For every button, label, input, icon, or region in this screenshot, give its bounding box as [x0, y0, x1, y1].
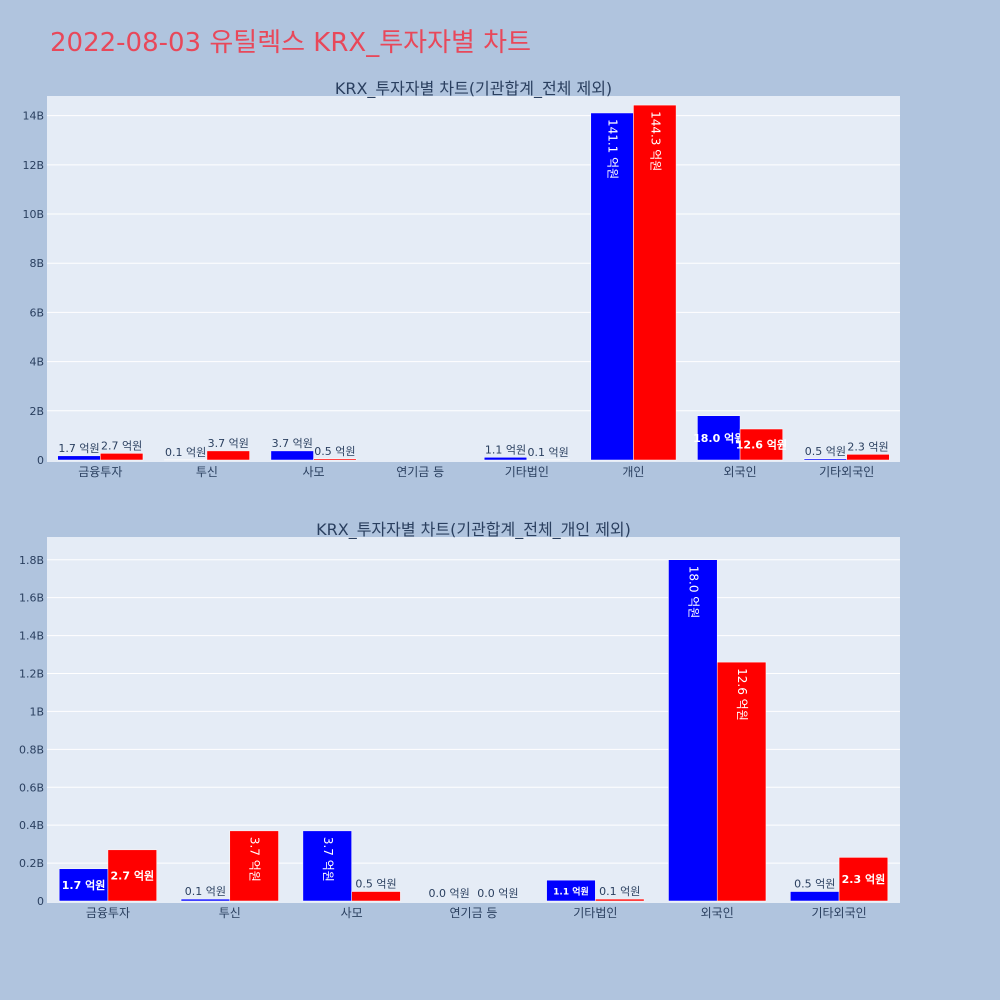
chart-2: 0 0.2B 0.4B 0.6B 0.8B 1B 1.2B 1.4B 1.6B 1.8B KRX_투… [19, 520, 900, 920]
data-label: 12.6 억원 [735, 668, 749, 721]
data-label: 0.1 억원 [599, 885, 640, 898]
bar [107, 849, 157, 902]
x-tick-label: 개인 [622, 465, 644, 479]
y-tick-label: 0 [37, 454, 44, 467]
x-tick-label: 금융투자 [86, 906, 130, 920]
bar [790, 891, 840, 902]
data-label: 1.7 억원 [58, 442, 99, 455]
plot-area [47, 96, 900, 462]
x-tick-label: 투신 [196, 465, 218, 479]
chart-1: 0 2B 4B 6B 8B 10B 12B 14B KRX_투자자별 차트(기관합계_전체 제외… [22, 79, 900, 479]
bar [229, 830, 279, 902]
data-label: 12.6 억원 [736, 438, 787, 452]
bar [100, 453, 144, 461]
y-tick-label: 1.6B [19, 592, 44, 605]
y-tick-label: 12B [22, 159, 44, 172]
bar [206, 450, 250, 461]
data-label: 1.1 억원 [485, 443, 526, 456]
y-tick-label: 0.6B [19, 781, 44, 794]
data-label: 18.0 억원 [693, 431, 744, 445]
data-label: 18.0 억원 [686, 566, 700, 619]
chart-title: KRX_투자자별 차트(기관합계_전체 제외) [335, 79, 612, 99]
data-label: 0.0 억원 [477, 887, 518, 900]
y-tick-label: 0.2B [19, 857, 44, 870]
plot-area [47, 537, 900, 903]
x-tick-label: 기타법인 [573, 906, 617, 920]
y-tick-label: 1.4B [19, 630, 44, 643]
chart-title: KRX_투자자별 차트(기관합계_전체_개인 제외) [316, 520, 631, 540]
bar [57, 455, 101, 461]
x-tick-label: 연기금 등 [450, 906, 498, 920]
data-label: 2.3 억원 [847, 440, 888, 453]
bar [595, 898, 645, 902]
bar [590, 112, 634, 461]
data-label: 0.1 억원 [528, 446, 569, 459]
bar [846, 454, 890, 461]
y-tick-label: 0.8B [19, 743, 44, 756]
y-tick-label: 4B [29, 356, 44, 369]
x-tick-label: 기타법인 [505, 465, 549, 479]
bar [180, 898, 231, 902]
bar [58, 868, 109, 902]
y-tick-label: 1.8B [19, 554, 44, 567]
data-label: 2.7 억원 [111, 868, 155, 882]
bar [803, 458, 847, 461]
bar [546, 879, 596, 902]
bar [351, 891, 401, 902]
y-tick-label: 0.4B [19, 819, 44, 832]
y-tick-label: 0 [37, 895, 44, 908]
y-tick-label: 6B [29, 306, 44, 319]
data-label: 0.5 억원 [314, 445, 355, 458]
bar [483, 457, 528, 461]
data-label: 141.1 억원 [606, 119, 620, 179]
data-label: 0.1 억원 [185, 885, 226, 898]
bar [313, 458, 357, 461]
x-tick-label: 기타외국인 [819, 465, 874, 479]
page-title: 2022-08-03 유틸렉스 KRX_투자자별 차트 [50, 28, 532, 58]
bar [633, 104, 677, 461]
data-label: 0.0 억원 [429, 887, 470, 900]
bar [739, 428, 783, 461]
data-label: 1.7 억원 [62, 878, 106, 892]
bar [668, 559, 718, 902]
bar [838, 857, 889, 902]
data-label: 2.7 억원 [101, 439, 142, 452]
x-tick-label: 연기금 등 [396, 465, 444, 479]
x-tick-label: 투신 [219, 906, 241, 920]
data-label: 3.7 억원 [321, 837, 335, 882]
data-label: 0.5 억원 [805, 445, 846, 458]
x-tick-label: 외국인 [701, 906, 734, 920]
x-tick-label: 사모 [303, 465, 325, 479]
data-label: 1.1 억원 [553, 886, 589, 898]
y-tick-label: 8B [29, 257, 44, 270]
data-label: 2.3 억원 [842, 872, 886, 886]
x-tick-label: 사모 [341, 906, 363, 920]
data-label: 0.5 억원 [794, 878, 835, 891]
data-label: 0.1 억원 [165, 446, 206, 459]
x-tick-label: 외국인 [724, 465, 757, 479]
bar [716, 661, 767, 902]
data-label: 0.5 억원 [355, 878, 396, 891]
y-tick-label: 14B [22, 110, 44, 123]
x-tick-label: 금융투자 [78, 465, 122, 479]
data-label: 144.3 억원 [648, 111, 662, 171]
y-tick-label: 2B [29, 405, 44, 418]
bar [270, 450, 314, 461]
y-tick-label: 1.2B [19, 668, 44, 681]
data-label: 3.7 억원 [248, 837, 262, 882]
y-tick-label: 10B [22, 208, 44, 221]
data-label: 3.7 억원 [272, 437, 313, 450]
bar [302, 830, 352, 902]
x-tick-label: 기타외국인 [811, 906, 866, 920]
data-label: 3.7 억원 [208, 437, 249, 450]
y-tick-label: 1B [29, 705, 44, 718]
bar [697, 415, 741, 461]
